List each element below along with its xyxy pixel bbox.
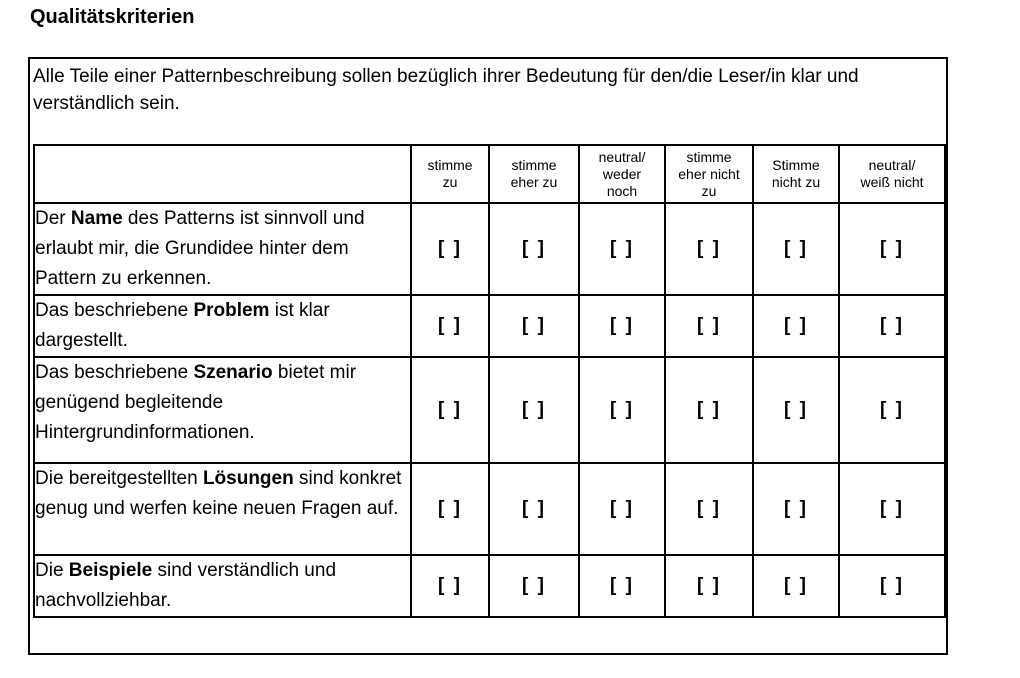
checkbox-unchecked-icon[interactable]: [ ] [880, 238, 904, 259]
checkbox-cell[interactable]: [ ] [664, 202, 754, 296]
question-text-part: Die [35, 560, 69, 581]
checkbox-unchecked-icon[interactable]: [ ] [522, 399, 546, 420]
checkbox-unchecked-icon[interactable]: [ ] [784, 315, 808, 336]
question-term: Name [70, 208, 123, 229]
checkbox-unchecked-icon[interactable]: [ ] [610, 498, 634, 519]
checkbox-unchecked-icon[interactable]: [ ] [438, 238, 462, 259]
checkbox-unchecked-icon[interactable]: [ ] [880, 498, 904, 519]
checkbox-cell[interactable]: [ ] [664, 356, 754, 464]
criteria-text-problem: Das beschriebene Problem ist klar darges… [33, 294, 412, 358]
question-text-part: ist klar dargestellt. [35, 300, 330, 351]
checkbox-cell[interactable]: [ ] [488, 294, 580, 358]
header-neutral-weder-noch: neutral/ weder noch [578, 144, 666, 204]
checkbox-unchecked-icon[interactable]: [ ] [697, 498, 721, 519]
checkbox-unchecked-icon[interactable]: [ ] [610, 238, 634, 259]
checkbox-unchecked-icon[interactable]: [ ] [438, 575, 462, 596]
question-text-part: Das beschriebene [35, 362, 194, 383]
checkbox-unchecked-icon[interactable]: [ ] [697, 575, 721, 596]
likert-table: stimme zu stimme eher zu neutral/ weder … [33, 144, 946, 618]
criteria-row-szenario: Das beschriebene Szenario bietet mir gen… [33, 356, 946, 464]
checkbox-cell[interactable]: [ ] [664, 462, 754, 556]
checkbox-unchecked-icon[interactable]: [ ] [784, 498, 808, 519]
checkbox-cell[interactable]: [ ] [578, 202, 666, 296]
page-title: Qualitätskriterien [30, 6, 195, 28]
question-term: Beispiele [68, 560, 153, 581]
criteria-text-szenario: Das beschriebene Szenario bietet mir gen… [33, 356, 412, 464]
question-term: Lösungen [202, 468, 294, 489]
checkbox-cell[interactable]: [ ] [578, 356, 666, 464]
checkbox-cell[interactable]: [ ] [488, 462, 580, 556]
checkbox-unchecked-icon[interactable]: [ ] [784, 238, 808, 259]
checkbox-unchecked-icon[interactable]: [ ] [438, 498, 462, 519]
checkbox-cell[interactable]: [ ] [488, 202, 580, 296]
checkbox-unchecked-icon[interactable]: [ ] [880, 315, 904, 336]
header-stimme-zu: stimme zu [410, 144, 490, 204]
checkbox-cell[interactable]: [ ] [752, 554, 840, 618]
checkbox-unchecked-icon[interactable]: [ ] [522, 575, 546, 596]
checkbox-unchecked-icon[interactable]: [ ] [610, 575, 634, 596]
checkbox-unchecked-icon[interactable]: [ ] [438, 315, 462, 336]
checkbox-cell[interactable]: [ ] [410, 356, 490, 464]
header-neutral-weiss-nicht: neutral/ weiß nicht [838, 144, 946, 204]
checkbox-unchecked-icon[interactable]: [ ] [697, 315, 721, 336]
checkbox-cell[interactable]: [ ] [838, 202, 946, 296]
checkbox-unchecked-icon[interactable]: [ ] [697, 399, 721, 420]
question-text-part: Die bereitgestellten [35, 468, 203, 489]
criteria-intro-text: Alle Teile einer Patternbeschreibung sol… [33, 66, 859, 114]
checkbox-unchecked-icon[interactable]: [ ] [784, 575, 808, 596]
checkbox-unchecked-icon[interactable]: [ ] [522, 238, 546, 259]
checkbox-cell[interactable]: [ ] [838, 554, 946, 618]
checkbox-unchecked-icon[interactable]: [ ] [880, 399, 904, 420]
checkbox-cell[interactable]: [ ] [410, 294, 490, 358]
checkbox-cell[interactable]: [ ] [838, 356, 946, 464]
checkbox-cell[interactable]: [ ] [488, 356, 580, 464]
criteria-row-problem: Das beschriebene Problem ist klar darges… [33, 294, 946, 358]
question-text-part: sind konkret genug und werfen keine neue… [35, 468, 402, 519]
criteria-text-name: Der Name des Patterns ist sinnvoll und e… [33, 202, 412, 296]
checkbox-unchecked-icon[interactable]: [ ] [610, 399, 634, 420]
checkbox-unchecked-icon[interactable]: [ ] [522, 315, 546, 336]
likert-header-row: stimme zu stimme eher zu neutral/ weder … [33, 144, 946, 204]
checkbox-cell[interactable]: [ ] [752, 356, 840, 464]
checkbox-unchecked-icon[interactable]: [ ] [880, 575, 904, 596]
checkbox-cell[interactable]: [ ] [838, 294, 946, 358]
checkbox-unchecked-icon[interactable]: [ ] [697, 238, 721, 259]
question-text-part: des Patterns ist sinnvoll und erlaubt mi… [35, 208, 365, 289]
criteria-row-beispiele: Die Beispiele sind verständlich und nach… [33, 554, 946, 618]
checkbox-cell[interactable]: [ ] [752, 462, 840, 556]
checkbox-unchecked-icon[interactable]: [ ] [784, 399, 808, 420]
quality-criteria-block: Alle Teile einer Patternbeschreibung sol… [28, 57, 948, 655]
criteria-text-loesungen: Die bereitgestellten Lösungen sind konkr… [33, 462, 412, 556]
checkbox-cell[interactable]: [ ] [488, 554, 580, 618]
question-text-part: sind verständlich und nachvollziehbar. [35, 560, 337, 611]
checkbox-cell[interactable]: [ ] [578, 294, 666, 358]
criteria-text-beispiele: Die Beispiele sind verständlich und nach… [33, 554, 412, 618]
checkbox-cell[interactable]: [ ] [410, 554, 490, 618]
criteria-row-loesungen: Die bereitgestellten Lösungen sind konkr… [33, 462, 946, 556]
criteria-row-name: Der Name des Patterns ist sinnvoll und e… [33, 202, 946, 296]
checkbox-cell[interactable]: [ ] [578, 462, 666, 556]
header-stimme-eher-zu: stimme eher zu [488, 144, 580, 204]
checkbox-unchecked-icon[interactable]: [ ] [610, 315, 634, 336]
checkbox-cell[interactable]: [ ] [838, 462, 946, 556]
checkbox-cell[interactable]: [ ] [664, 554, 754, 618]
question-text-part: Der [35, 208, 71, 229]
checkbox-cell[interactable]: [ ] [752, 294, 840, 358]
checkbox-cell[interactable]: [ ] [410, 202, 490, 296]
criteria-column-header-empty [33, 144, 412, 204]
checkbox-cell[interactable]: [ ] [664, 294, 754, 358]
checkbox-cell[interactable]: [ ] [410, 462, 490, 556]
checkbox-unchecked-icon[interactable]: [ ] [438, 399, 462, 420]
question-text-part: bietet mir genügend begleitende Hintergr… [35, 362, 357, 443]
header-stimme-eher-nicht-zu: stimme eher nicht zu [664, 144, 754, 204]
question-text-part: Das beschriebene [35, 300, 194, 321]
question-term: Szenario [193, 362, 273, 383]
question-term: Problem [193, 300, 270, 321]
header-stimme-nicht-zu: Stimme nicht zu [752, 144, 840, 204]
checkbox-cell[interactable]: [ ] [578, 554, 666, 618]
checkbox-cell[interactable]: [ ] [752, 202, 840, 296]
checkbox-unchecked-icon[interactable]: [ ] [522, 498, 546, 519]
